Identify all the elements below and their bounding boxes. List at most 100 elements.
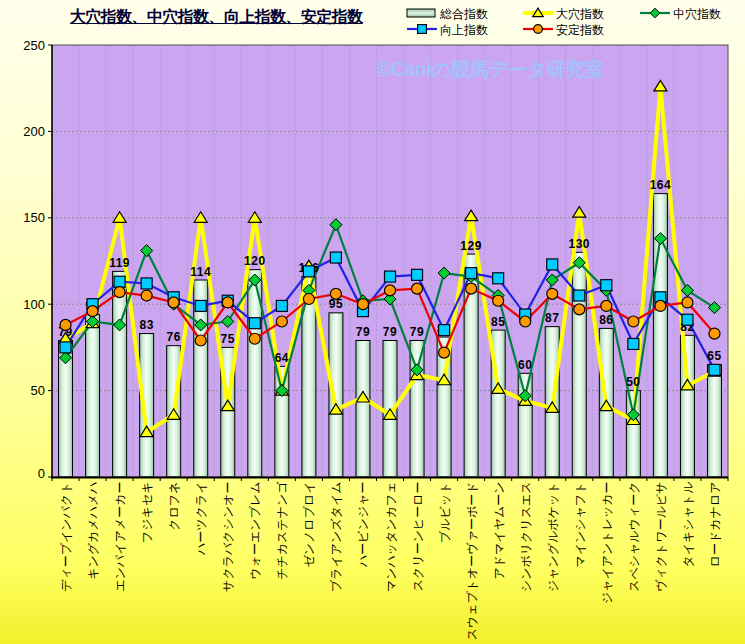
bar-label: 130 bbox=[569, 237, 591, 251]
y-tick-label: 250 bbox=[23, 38, 45, 53]
marker-circle bbox=[412, 283, 423, 294]
bar-label: 164 bbox=[650, 178, 672, 192]
marker-circle bbox=[439, 347, 450, 358]
marker-circle bbox=[534, 25, 543, 34]
marker-circle bbox=[222, 297, 233, 308]
marker-circle bbox=[141, 290, 152, 301]
marker-circle bbox=[466, 283, 477, 294]
marker-square bbox=[276, 300, 287, 311]
legend-label: 安定指数 bbox=[556, 23, 604, 37]
marker-circle bbox=[168, 297, 179, 308]
legend-label: 中穴指数 bbox=[673, 7, 721, 21]
x-axis-label: ロードカナロア bbox=[708, 482, 722, 568]
marker-square bbox=[709, 364, 720, 375]
x-axis-label: チチカステナンゴ bbox=[275, 481, 289, 580]
marker-square bbox=[195, 300, 206, 311]
x-axis-label: キングカメハメハ bbox=[86, 482, 100, 580]
chart-canvas: 大穴指数、中穴指数、向上指数、安定指数 79941198376114751206… bbox=[0, 0, 745, 644]
bar-label: 114 bbox=[190, 265, 211, 279]
x-axis-label: ブルビット bbox=[438, 482, 452, 543]
x-axis-label: エンパイアメーカー bbox=[113, 482, 127, 592]
bar-label: 86 bbox=[599, 313, 613, 327]
y-tick-label: 50 bbox=[31, 383, 45, 398]
marker-square bbox=[60, 342, 71, 353]
y-tick-label: 200 bbox=[23, 124, 45, 139]
marker-square bbox=[628, 338, 639, 349]
marker-circle bbox=[709, 328, 720, 339]
marker-circle bbox=[87, 306, 98, 317]
marker-square bbox=[439, 325, 450, 336]
x-axis-label: ヴィクトワールピサ bbox=[654, 482, 668, 592]
bar-label: 79 bbox=[356, 325, 370, 339]
bar-label: 60 bbox=[518, 358, 532, 372]
marker-circle bbox=[655, 300, 666, 311]
bar-label: 75 bbox=[221, 332, 235, 346]
chart-plot: 7994119837611475120641169579797981129856… bbox=[0, 0, 745, 644]
bar-label: 64 bbox=[275, 351, 289, 365]
x-axis-label: ディープインパクト bbox=[59, 482, 73, 592]
y-tick-label: 0 bbox=[38, 466, 45, 481]
marker-circle bbox=[601, 300, 612, 311]
x-axis-label: クロフネ bbox=[167, 482, 181, 531]
legend-label: 総合指数 bbox=[439, 7, 488, 21]
bar-label: 85 bbox=[491, 315, 505, 329]
marker-circle bbox=[276, 316, 287, 327]
y-tick-label: 100 bbox=[23, 297, 45, 312]
x-axis-label: シンボリクリスエス bbox=[519, 482, 533, 593]
bar bbox=[680, 335, 694, 477]
chart-title: 大穴指数、中穴指数、向上指数、安定指数 bbox=[70, 7, 363, 28]
x-axis-label: サクラバクシンオー bbox=[221, 482, 235, 592]
marker-square bbox=[418, 25, 427, 34]
x-axis-label: マインシャフト bbox=[573, 482, 587, 568]
x-axis-label: スウェプトオーヴァーボード bbox=[465, 482, 479, 641]
marker-circle bbox=[385, 285, 396, 296]
marker-circle bbox=[628, 316, 639, 327]
bar bbox=[356, 340, 370, 477]
bar-label: 65 bbox=[707, 349, 721, 363]
bar bbox=[707, 365, 721, 477]
marker-circle bbox=[249, 333, 260, 344]
marker-circle bbox=[547, 288, 558, 299]
marker-circle bbox=[330, 288, 341, 299]
marker-square bbox=[601, 280, 612, 291]
x-axis-label: タイキシャトル bbox=[681, 481, 695, 568]
bar bbox=[572, 252, 586, 477]
marker-square bbox=[547, 259, 558, 270]
y-tick-label: 150 bbox=[23, 210, 45, 225]
x-axis-label: スクリーンヒーロー bbox=[411, 482, 425, 592]
x-axis-label: ゼンノロブロイ bbox=[302, 482, 316, 568]
x-axis-label: ブライアンズタイム bbox=[329, 482, 343, 593]
x-axis-label: スペシャルウィーク bbox=[627, 482, 641, 592]
marker-square bbox=[303, 266, 314, 277]
x-axis-label: ジャイアントレッカー bbox=[600, 482, 614, 605]
watermark: ©Caniの競馬データ研究室 bbox=[377, 56, 604, 83]
bar-label: 79 bbox=[383, 325, 397, 339]
x-axis-label: マンハッタンカフェ bbox=[384, 482, 398, 593]
marker-square bbox=[466, 268, 477, 279]
legend-label: 向上指数 bbox=[440, 23, 488, 37]
marker-circle bbox=[682, 297, 693, 308]
x-axis-label: ハービンジャー bbox=[356, 482, 370, 568]
bar-label: 50 bbox=[626, 375, 640, 389]
marker-circle bbox=[303, 294, 314, 305]
marker-circle bbox=[520, 316, 531, 327]
bar-label: 87 bbox=[545, 311, 559, 325]
x-axis-label: アドマイヤムーン bbox=[492, 482, 506, 580]
marker-square bbox=[114, 276, 125, 287]
marker-circle bbox=[493, 295, 504, 306]
marker-circle bbox=[357, 299, 368, 310]
marker-diamond bbox=[650, 8, 660, 18]
x-axis-label: ウォーエンブレム bbox=[248, 482, 262, 580]
marker-square bbox=[330, 252, 341, 263]
marker-square bbox=[682, 314, 693, 325]
bar-label: 119 bbox=[109, 256, 130, 270]
marker-circle bbox=[574, 304, 585, 315]
bar bbox=[329, 313, 343, 477]
marker-circle bbox=[60, 319, 71, 330]
marker-circle bbox=[195, 335, 206, 346]
bar-label: 76 bbox=[167, 330, 181, 344]
marker-square bbox=[412, 269, 423, 280]
legend-label: 大穴指数 bbox=[556, 7, 604, 21]
marker-square bbox=[141, 278, 152, 289]
bar bbox=[518, 373, 532, 477]
